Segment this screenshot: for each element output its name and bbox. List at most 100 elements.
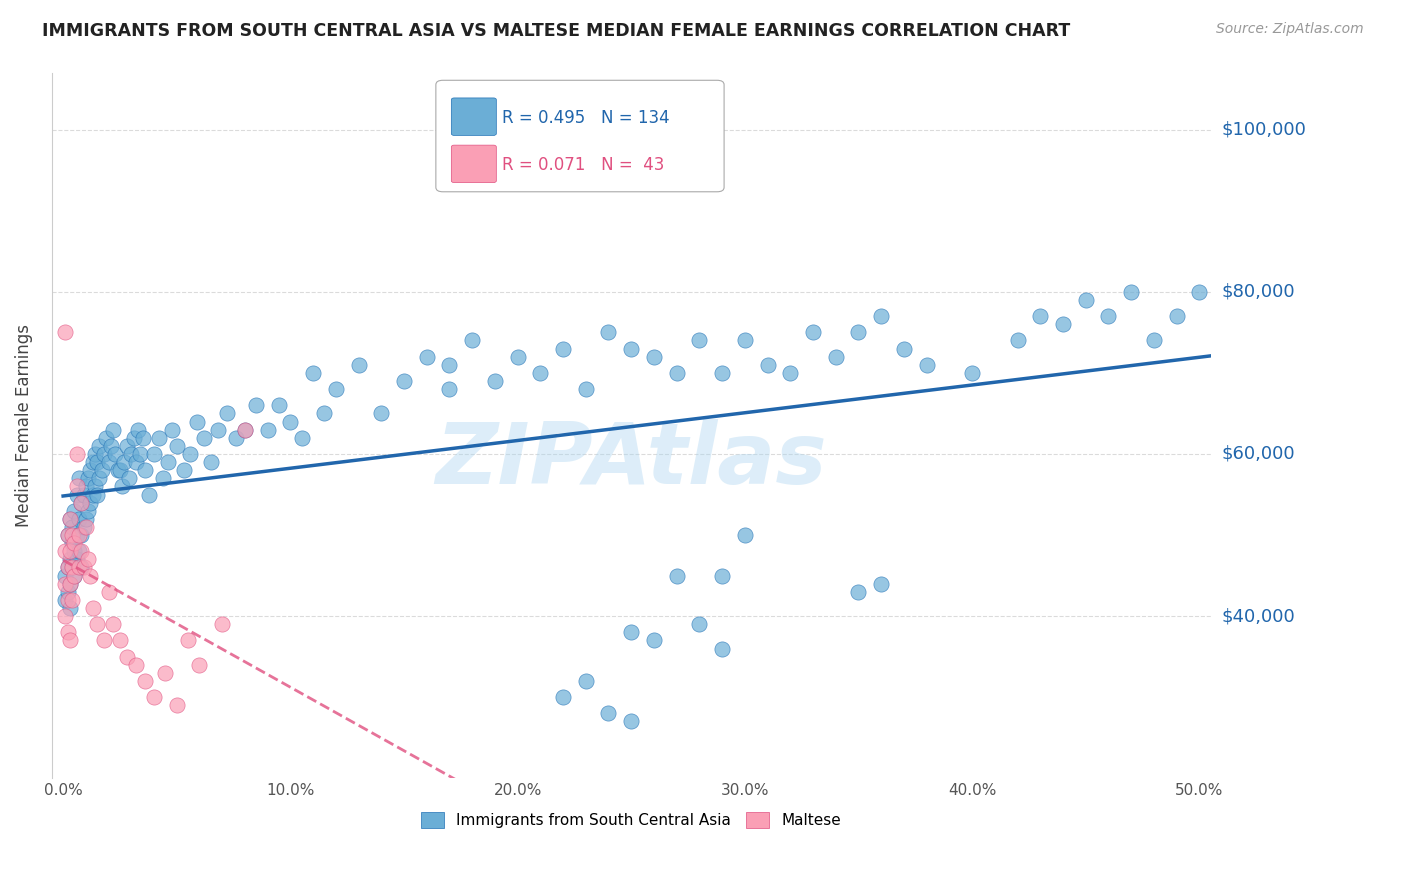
Point — [267, 398, 290, 412]
Point — [186, 415, 208, 429]
Point — [1052, 318, 1074, 332]
Point — [66, 528, 89, 542]
Point — [115, 439, 138, 453]
Point — [60, 528, 83, 542]
Point — [104, 447, 127, 461]
Point — [72, 487, 94, 501]
Point — [55, 568, 77, 582]
Point — [870, 309, 893, 323]
Point — [59, 544, 82, 558]
Point — [620, 625, 643, 640]
Point — [598, 326, 620, 340]
Point — [484, 374, 506, 388]
Point — [63, 568, 86, 582]
Point — [70, 560, 93, 574]
Point — [93, 633, 115, 648]
Point — [620, 714, 643, 729]
Point — [1074, 293, 1097, 307]
Point — [56, 625, 79, 640]
Point — [89, 439, 111, 453]
Point — [63, 568, 86, 582]
Point — [59, 576, 82, 591]
Point — [90, 463, 112, 477]
Point — [77, 504, 100, 518]
Point — [129, 447, 152, 461]
Point — [179, 447, 201, 461]
Point — [131, 431, 153, 445]
Point — [82, 601, 104, 615]
Point — [60, 560, 83, 574]
Point — [59, 633, 82, 648]
Point — [97, 584, 120, 599]
Point — [245, 398, 267, 412]
Point — [620, 342, 643, 356]
Point — [225, 431, 247, 445]
Point — [215, 407, 238, 421]
Point — [67, 512, 90, 526]
Point — [848, 326, 870, 340]
Point — [233, 423, 256, 437]
Point — [60, 593, 83, 607]
Point — [72, 520, 94, 534]
Point — [392, 374, 415, 388]
Point — [325, 382, 347, 396]
Point — [84, 447, 107, 461]
Point — [114, 455, 136, 469]
Point — [59, 601, 82, 615]
Point — [55, 609, 77, 624]
Point — [70, 495, 93, 509]
Point — [824, 350, 846, 364]
Point — [70, 495, 93, 509]
Point — [506, 350, 529, 364]
Point — [960, 366, 983, 380]
Point — [125, 657, 148, 672]
Point — [711, 366, 734, 380]
Text: IMMIGRANTS FROM SOUTH CENTRAL ASIA VS MALTESE MEDIAN FEMALE EARNINGS CORRELATION: IMMIGRANTS FROM SOUTH CENTRAL ASIA VS MA… — [42, 22, 1070, 40]
Point — [111, 479, 134, 493]
Point — [529, 366, 551, 380]
Point — [127, 423, 149, 437]
Point — [152, 471, 174, 485]
Point — [173, 463, 195, 477]
Point — [118, 471, 141, 485]
Point — [108, 463, 131, 477]
Point — [207, 423, 229, 437]
Point — [120, 447, 142, 461]
Point — [870, 576, 893, 591]
Point — [86, 487, 108, 501]
Point — [55, 544, 77, 558]
Point — [256, 423, 278, 437]
Point — [598, 706, 620, 721]
Point — [66, 487, 89, 501]
Point — [370, 407, 392, 421]
Point — [551, 690, 574, 705]
Text: $100,000: $100,000 — [1222, 120, 1306, 139]
Point — [643, 350, 665, 364]
Point — [66, 552, 89, 566]
Point — [166, 698, 188, 713]
Point — [160, 423, 183, 437]
Text: R = 0.495   N = 134: R = 0.495 N = 134 — [502, 109, 669, 127]
Point — [59, 512, 82, 526]
Point — [77, 471, 100, 485]
Point — [138, 487, 160, 501]
Point — [893, 342, 915, 356]
Point — [55, 576, 77, 591]
Point — [97, 455, 120, 469]
Point — [75, 520, 97, 534]
Point — [143, 690, 166, 705]
Point — [134, 673, 156, 688]
Point — [77, 552, 100, 566]
Point — [96, 431, 118, 445]
Point — [1166, 309, 1188, 323]
Point — [779, 366, 801, 380]
Point — [848, 584, 870, 599]
Point — [801, 326, 824, 340]
Point — [70, 528, 93, 542]
Point — [55, 326, 77, 340]
Point — [177, 633, 200, 648]
Point — [107, 463, 129, 477]
Point — [134, 463, 156, 477]
Point — [63, 504, 86, 518]
Point — [86, 617, 108, 632]
